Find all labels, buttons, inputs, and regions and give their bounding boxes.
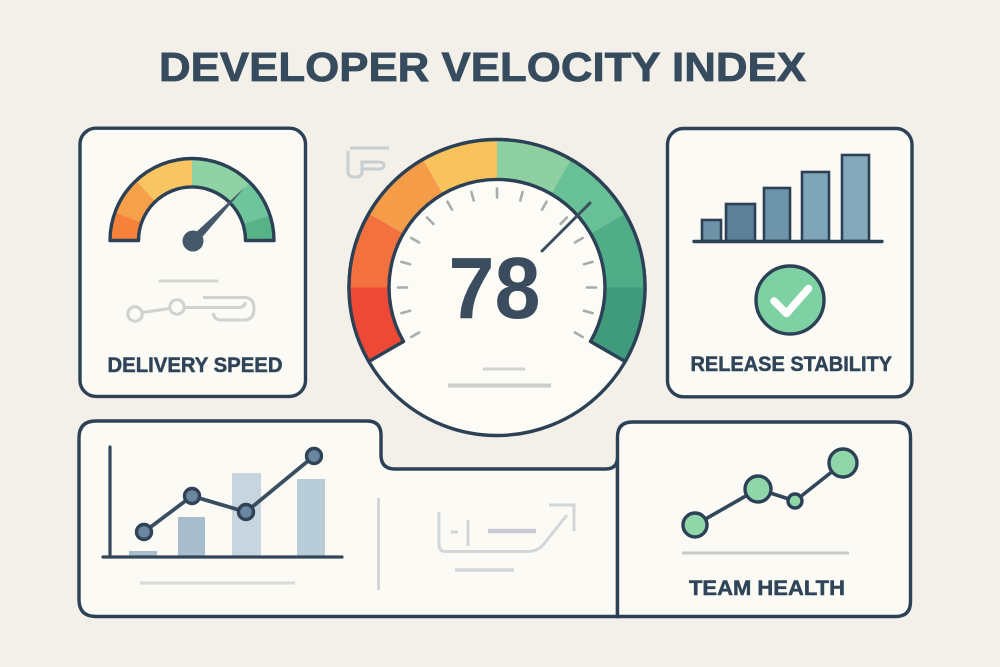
svg-text:DEVELOPER VELOCITY INDEX: DEVELOPER VELOCITY INDEX [159,44,806,90]
svg-text:78: 78 [449,240,541,337]
svg-text:TEAM HEALTH: TEAM HEALTH [689,577,845,600]
svg-text:RELEASE STABILITY: RELEASE STABILITY [691,352,893,376]
svg-text:DELIVERY SPEED: DELIVERY SPEED [108,353,283,377]
